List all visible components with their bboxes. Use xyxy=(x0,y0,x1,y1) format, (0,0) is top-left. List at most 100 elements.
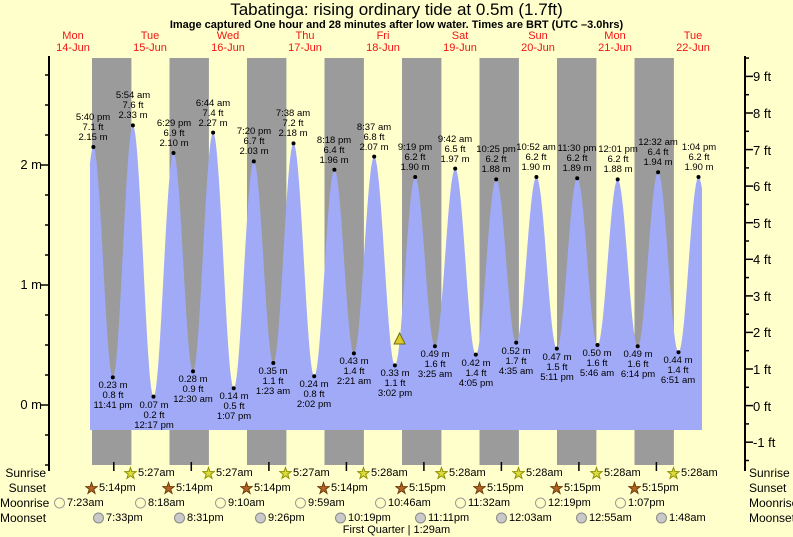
y-axis-right-label: 4 ft xyxy=(753,252,772,267)
moonrise-icon xyxy=(535,497,546,509)
tide-height-ft: 6.2 ft xyxy=(525,152,547,163)
sunrise-event: 5:28am xyxy=(590,466,641,480)
sunset-event: 5:14pm xyxy=(85,481,136,495)
moonset-event: 9:26pm xyxy=(254,511,305,525)
tide-height-ft: 6.2 ft xyxy=(566,153,588,164)
moonrise-time: 8:18am xyxy=(148,497,185,509)
moonrise-time: 1:07pm xyxy=(628,497,665,509)
tide-height-m: 2.33 m xyxy=(118,110,148,121)
low-tide-dot xyxy=(595,343,600,347)
tide-time: 2:21 am xyxy=(336,376,372,387)
tide-height-ft: 6.4 ft xyxy=(323,145,345,156)
sunrise-time: 5:28am xyxy=(449,467,486,479)
moonrise-event: 1:07pm xyxy=(614,496,665,510)
day-name: Sat xyxy=(451,30,469,42)
page-title: Tabatinga: rising ordinary tide at 0.5m … xyxy=(230,0,563,19)
tide-height-m: 2.27 m xyxy=(198,118,228,129)
day-date: 21-Jun xyxy=(598,41,632,54)
low-tide-dot xyxy=(151,394,156,399)
sunrise-time: 5:28am xyxy=(526,467,563,479)
high-tide-annotation: 8:37 am 6.8 ft 2.07 m xyxy=(339,123,409,153)
sunset-time: 5:15pm xyxy=(487,482,524,494)
high-tide-annotation: 7:38 am 7.2 ft 2.18 m xyxy=(258,109,328,139)
tide-time: 10:52 am xyxy=(516,142,556,153)
tide-height-ft: 7.1 ft xyxy=(82,122,104,133)
sunrise-time: 5:27am xyxy=(293,467,330,479)
moon-phase-footer: First Quarter | 1:29am xyxy=(342,524,451,536)
astro-row-label-left-moonset: Moonset xyxy=(0,511,47,525)
sunset-event: 5:15pm xyxy=(395,481,446,495)
tide-height-ft: 7.4 ft xyxy=(202,108,224,119)
high-tide-annotation: 6:29 pm 6.9 ft 2.10 m xyxy=(139,119,209,149)
moonrise-icon xyxy=(615,497,626,509)
moonrise-time: 7:23am xyxy=(67,497,104,509)
sunrise-star-icon xyxy=(357,466,370,480)
tide-height-ft: 1.6 ft xyxy=(424,359,446,370)
astro-row-label-right-moonrise: Moonrise xyxy=(749,496,793,510)
low-tide-dot xyxy=(191,369,195,374)
tide-time: 11:41 pm xyxy=(93,400,133,411)
low-tide-annotation: 0.49 m 1.6 ft 3:25 am xyxy=(400,350,470,380)
moonset-icon xyxy=(255,512,266,524)
tide-height-m: 2.07 m xyxy=(359,142,389,153)
tide-height-ft: 6.5 ft xyxy=(444,144,466,155)
day-date: 19-Jun xyxy=(443,41,477,54)
sunrise-time: 5:28am xyxy=(681,467,718,479)
high-tide-dot xyxy=(615,177,620,182)
tide-height-ft: 1.1 ft xyxy=(262,376,284,387)
high-tide-dot xyxy=(211,130,216,135)
moonset-time: 10:19pm xyxy=(348,512,391,524)
sunrise-star-icon xyxy=(667,466,680,480)
astro-row-label-right-moonset: Moonset xyxy=(749,511,793,525)
low-tide-dot xyxy=(676,350,681,355)
low-tide-dot xyxy=(312,374,317,379)
high-tide-annotation: 7:20 pm 6.7 ft 2.03 m xyxy=(219,127,289,157)
low-tide-dot xyxy=(635,344,640,349)
y-axis-left-label: 1 m xyxy=(20,277,42,292)
high-tide-annotation: 9:19 pm 6.2 ft 1.90 m xyxy=(380,143,450,173)
tide-area xyxy=(90,125,702,431)
moonrise-icon xyxy=(215,497,226,509)
tide-height-ft: 1.5 ft xyxy=(546,362,568,373)
current-time-marker-icon xyxy=(393,331,406,345)
low-tide-dot xyxy=(351,351,356,356)
tide-height-ft: 0.8 ft xyxy=(102,390,124,401)
tide-time: 8:18 pm xyxy=(316,135,352,146)
day-date: 14-Jun xyxy=(56,41,90,54)
sunset-time: 5:14pm xyxy=(176,482,213,494)
tide-time: 4:35 am xyxy=(498,366,534,377)
high-tide-dot xyxy=(251,159,256,164)
day-date: 16-Jun xyxy=(211,41,245,54)
moonrise-time: 11:32am xyxy=(468,497,510,509)
tide-height-m: 0.49 m xyxy=(420,349,450,360)
low-tide-dot xyxy=(514,340,519,345)
tide-height-m: 0.24 m xyxy=(299,379,329,390)
low-tide-dot xyxy=(473,352,478,357)
tide-height-m: 2.15 m xyxy=(78,132,108,143)
tide-height-m: 2.18 m xyxy=(278,128,308,139)
tide-time: 5:46 am xyxy=(579,368,615,379)
y-axis-right-label: 7 ft xyxy=(753,143,772,158)
sunrise-star-icon xyxy=(512,466,525,480)
moonset-icon xyxy=(174,512,185,524)
moonrise-time: 12:19pm xyxy=(548,497,591,509)
tide-time: 7:20 pm xyxy=(236,126,272,137)
moonset-icon xyxy=(576,512,587,524)
tide-height-ft: 0.5 ft xyxy=(223,401,245,412)
low-tide-annotation: 0.52 m 1.7 ft 4:35 am xyxy=(481,347,551,377)
y-axis-right-label: 6 ft xyxy=(753,179,772,194)
tide-height-ft: 1.1 ft xyxy=(384,378,406,389)
tide-time: 9:19 pm xyxy=(397,142,433,153)
tide-time: 12:01 pm xyxy=(598,144,638,155)
high-tide-annotation: 5:54 am 7.6 ft 2.33 m xyxy=(98,91,168,121)
y-axis-right-label: 3 ft xyxy=(753,289,772,304)
low-tide-annotation: 0.23 m 0.8 ft 11:41 pm xyxy=(78,381,148,411)
sunrise-time: 5:27am xyxy=(216,467,253,479)
astro-row-label-right-sunset: Sunset xyxy=(749,481,787,495)
astro-row-label-left-sunrise: Sunrise xyxy=(5,466,46,480)
y-axis-right-label: 2 ft xyxy=(753,325,772,340)
moonset-icon xyxy=(496,512,507,524)
